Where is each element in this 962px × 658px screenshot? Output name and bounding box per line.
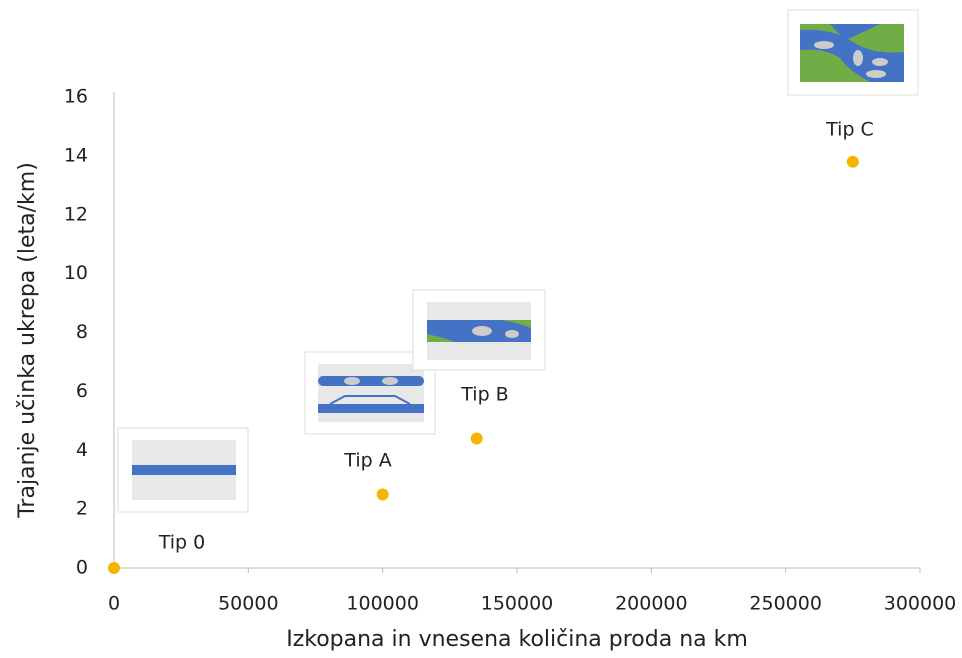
icons bbox=[117, 9, 919, 513]
y-tick-label: 0 bbox=[76, 557, 88, 579]
y-tick-label: 16 bbox=[64, 86, 88, 108]
x-tick-label: 100000 bbox=[346, 593, 419, 615]
icon-tip-a bbox=[304, 351, 436, 435]
y-tick-label: 8 bbox=[76, 321, 88, 343]
x-tick-label: 0 bbox=[108, 593, 120, 615]
y-tick-label: 14 bbox=[64, 144, 88, 166]
y-axis-title: Trajanje učinka ukrepa (leta/km) bbox=[15, 162, 40, 519]
point bbox=[846, 155, 859, 168]
point bbox=[108, 562, 120, 574]
y-tick-label: 4 bbox=[76, 439, 88, 461]
y-tick-label: 10 bbox=[64, 262, 88, 284]
icon-tip-0 bbox=[117, 427, 249, 513]
x-axis-title: Izkopana in vnesena količina proda na km bbox=[286, 627, 748, 652]
y-tick-label: 6 bbox=[76, 380, 88, 402]
y-tick-label: 12 bbox=[64, 203, 88, 225]
icon-tip-c bbox=[787, 9, 919, 96]
x-tick-label: 50000 bbox=[218, 593, 278, 615]
point-label: Tip C bbox=[825, 119, 874, 141]
point bbox=[376, 488, 389, 501]
point-label: Tip B bbox=[460, 384, 508, 406]
x-tick-label: 250000 bbox=[749, 593, 822, 615]
x-tick-label: 150000 bbox=[481, 593, 554, 615]
point-label: Tip 0 bbox=[158, 532, 206, 554]
point-label: Tip A bbox=[343, 450, 391, 472]
icon-tip-b bbox=[412, 289, 546, 371]
point bbox=[470, 432, 483, 445]
x-tick-label: 300000 bbox=[884, 593, 957, 615]
x-tick-label: 200000 bbox=[615, 593, 688, 615]
y-tick-label: 2 bbox=[76, 498, 88, 520]
